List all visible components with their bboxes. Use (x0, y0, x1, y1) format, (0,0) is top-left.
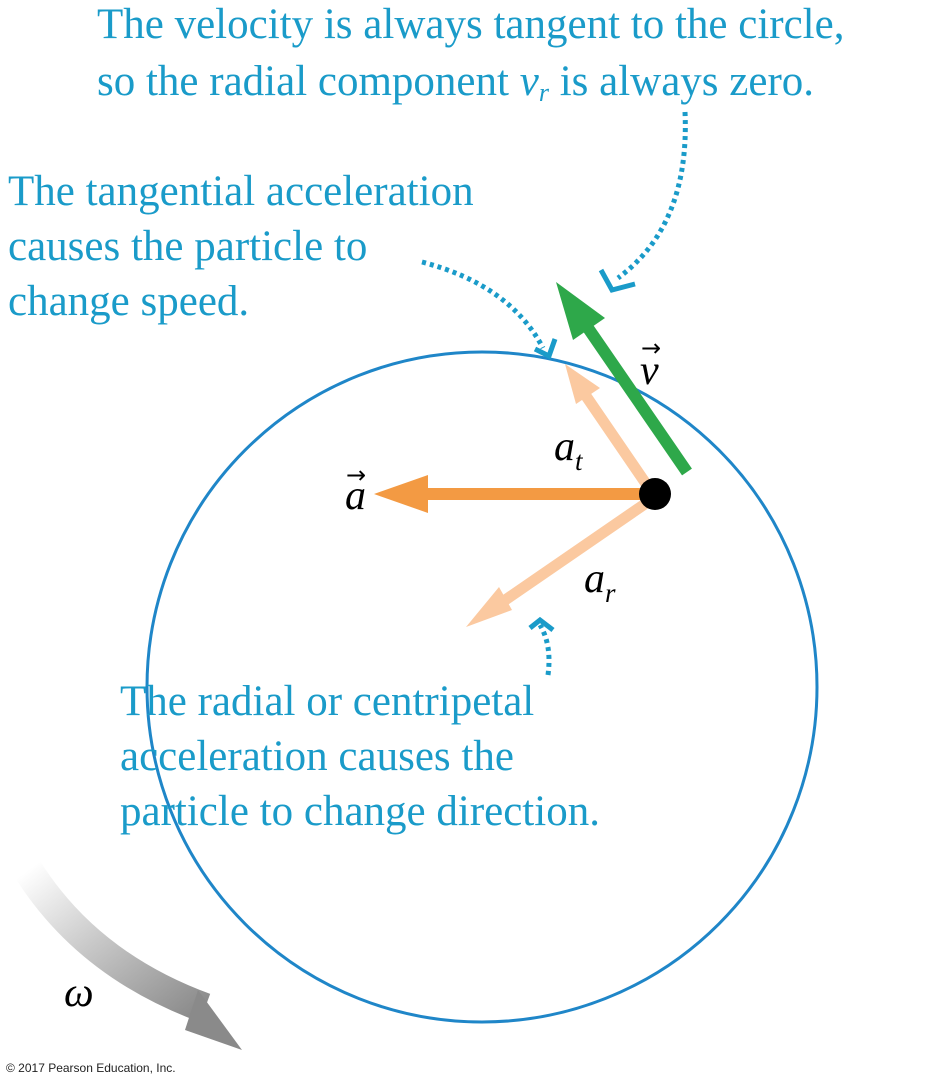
radial-label-sub: r (605, 578, 616, 608)
omega-label: ω (64, 970, 94, 1016)
velocity-label-arrow: → (641, 334, 661, 362)
circular-path (145, 350, 819, 1024)
radial-acceleration-arrow (466, 491, 661, 627)
tangential-caption: The tangential acceleration causes the p… (8, 168, 484, 325)
tangential-caption-line3: change speed. (8, 278, 249, 325)
radial-label-base: a (584, 556, 605, 602)
velocity-caption-var: v (520, 58, 540, 105)
radial-caption: The radial or centripetal acceleration c… (120, 678, 600, 835)
tangential-caption-line1: The tangential acceleration (8, 168, 474, 215)
acceleration-label-text: a (345, 473, 366, 519)
velocity-caption-sub: r (539, 78, 550, 107)
tangential-label: at (554, 424, 584, 476)
omega-rotation-arrow (15, 861, 242, 1050)
velocity-caption: The velocity is always tangent to the ci… (97, 1, 855, 107)
velocity-caption-text-a: so the radial component (97, 58, 520, 105)
radial-caption-line1: The radial or centripetal (120, 678, 534, 725)
tangential-pointer (421, 259, 558, 360)
velocity-pointer (598, 111, 688, 293)
radial-caption-line2: acceleration causes the (120, 733, 514, 780)
velocity-label: → v (640, 334, 661, 394)
tangential-label-base: a (554, 424, 575, 470)
radial-pointer (528, 616, 555, 676)
acceleration-label-arrow: → (346, 461, 366, 489)
tangential-caption-line2: causes the particle to (8, 223, 367, 270)
velocity-caption-line2: so the radial component vr is always zer… (97, 58, 814, 107)
copyright-notice: © 2017 Pearson Education, Inc. (6, 1061, 176, 1075)
particle-dot (639, 478, 671, 510)
velocity-label-text: v (640, 348, 659, 394)
velocity-arrow (556, 282, 692, 476)
radial-label: ar (584, 556, 616, 608)
tangential-label-sub: t (575, 446, 584, 476)
radial-caption-line3: particle to change direction. (120, 788, 600, 835)
tangential-acceleration-arrow (565, 364, 659, 500)
velocity-caption-line1: The velocity is always tangent to the ci… (97, 1, 844, 48)
acceleration-arrow (374, 475, 655, 513)
acceleration-label: → a (345, 461, 366, 519)
velocity-caption-text-b: is always zero. (549, 58, 814, 105)
